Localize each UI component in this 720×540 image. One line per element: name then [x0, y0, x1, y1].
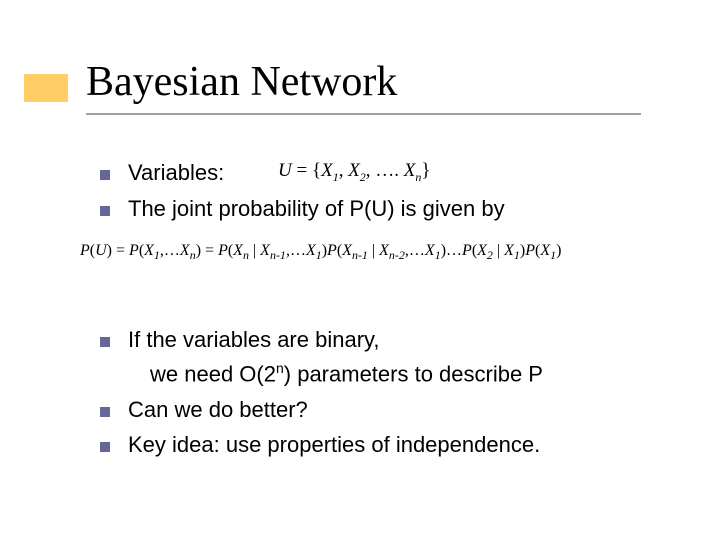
formula-variables: U = {X1, X2, …. Xn} [278, 160, 431, 185]
bullet-icon [100, 196, 112, 216]
accent-block [24, 74, 68, 102]
bullet-icon [100, 160, 112, 180]
bullet-item: Can we do better? [100, 395, 670, 425]
bullet-text: If the variables are binary, [128, 325, 380, 355]
bullet-icon [100, 397, 112, 417]
bullet-text: Variables: [128, 158, 224, 188]
formula-joint-probability: P(U) = P(X1,…Xn) = P(Xn | Xn-1,…X1)P(Xn-… [80, 242, 561, 263]
bullet-text: Key idea: use properties of independence… [128, 430, 540, 460]
bullet-text: The joint probability of P(U) is given b… [128, 194, 505, 224]
bullet-icon [100, 327, 112, 347]
title-underline [86, 113, 641, 115]
bullet-group-2: If the variables are binary, we need O(2… [100, 325, 670, 466]
bullet-subtext: we need O(2n) parameters to describe P [150, 359, 670, 389]
bullet-item: Key idea: use properties of independence… [100, 430, 670, 460]
slide: Bayesian Network Variables: The joint pr… [0, 0, 720, 540]
subtext-post: ) parameters to describe P [284, 361, 543, 386]
bullet-item: If the variables are binary, [100, 325, 670, 355]
bullet-text: Can we do better? [128, 395, 308, 425]
slide-title: Bayesian Network [86, 58, 397, 106]
subtext-sup: n [276, 360, 284, 376]
subtext-pre: we need O(2 [150, 361, 276, 386]
bullet-icon [100, 432, 112, 452]
bullet-item: The joint probability of P(U) is given b… [100, 194, 670, 224]
